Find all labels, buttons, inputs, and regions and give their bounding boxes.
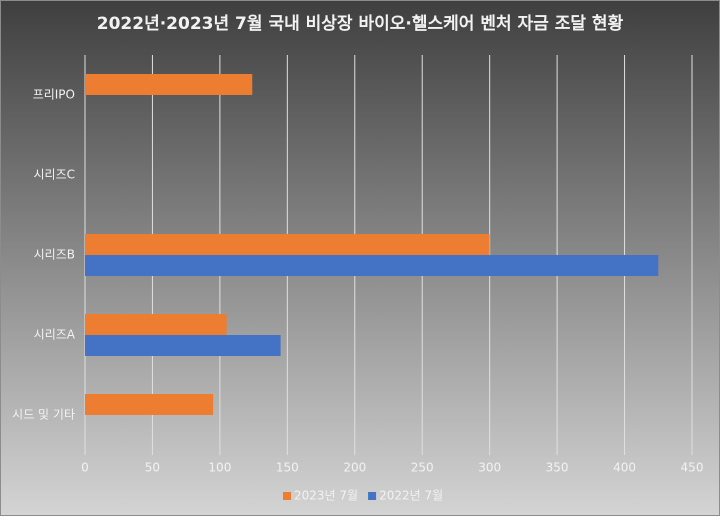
x-tick-label: 200 (343, 461, 366, 475)
x-tick-label: 300 (478, 461, 501, 475)
y-tick-label: 프리IPO (33, 88, 75, 102)
x-tick-label: 0 (81, 461, 89, 475)
x-tick-label: 250 (411, 461, 434, 475)
legend-swatch (368, 492, 377, 500)
chart-title: 2022년·2023년 7월 국내 비상장 바이오·헬스케어 벤처 자금 조달 … (97, 13, 624, 34)
x-tick-label: 400 (613, 461, 636, 475)
y-tick-label: 시리즈A (34, 328, 76, 342)
bar (85, 314, 227, 335)
x-tick-label: 450 (681, 461, 704, 475)
bar (85, 335, 281, 356)
bar (85, 234, 490, 255)
y-tick-label: 시리즈B (34, 248, 75, 262)
legend-swatch (283, 492, 291, 500)
y-tick-label: 시리즈C (34, 168, 76, 182)
y-tick-label: 시드 및 기타 (12, 408, 75, 422)
bar (85, 255, 659, 276)
legend-label: 2022년 7월 (379, 489, 443, 503)
bar (85, 74, 253, 95)
x-tick-label: 150 (276, 461, 299, 475)
legend-label: 2023년 7월 (294, 489, 358, 503)
x-tick-label: 100 (208, 461, 231, 475)
x-tick-label: 350 (546, 461, 569, 475)
x-tick-label: 50 (145, 461, 160, 475)
bar (85, 394, 214, 415)
